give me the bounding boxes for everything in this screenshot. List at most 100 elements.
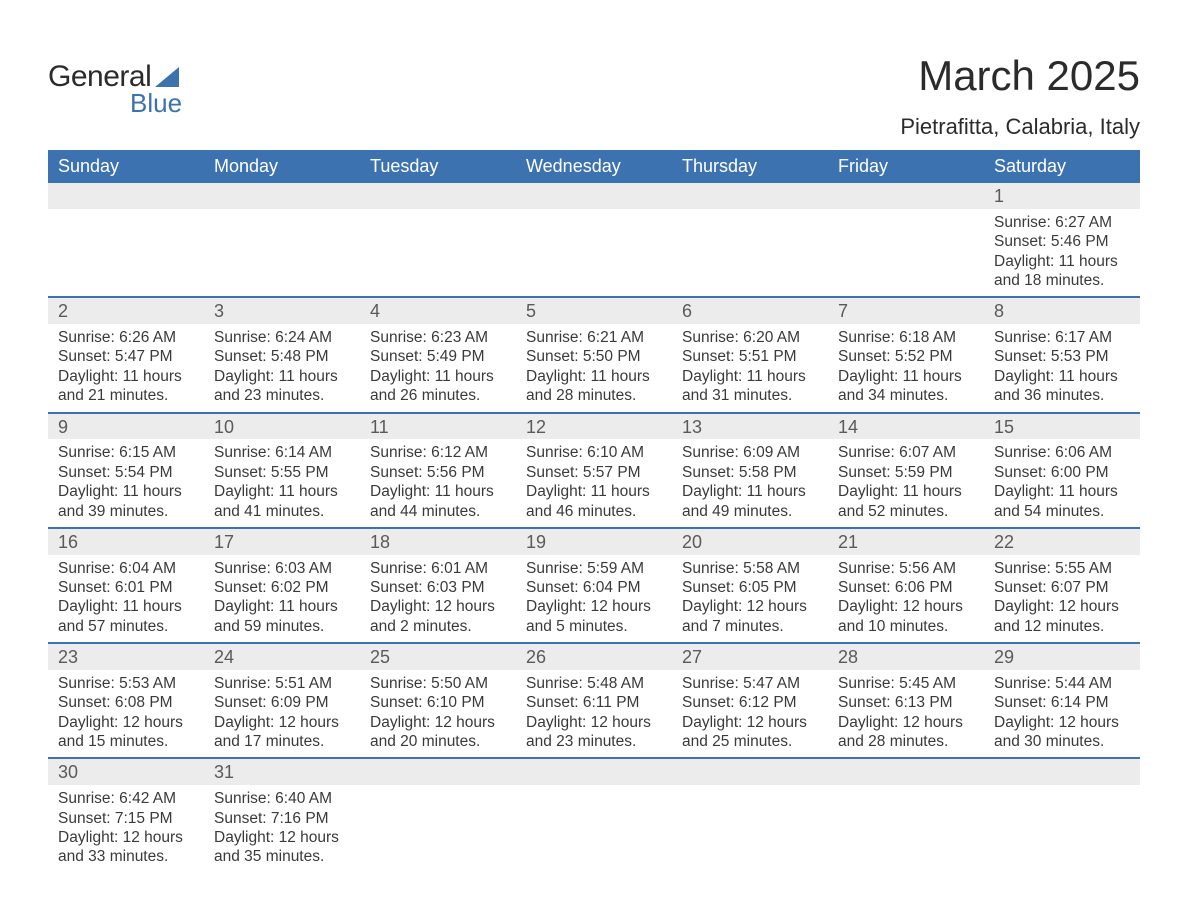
day-number: [360, 759, 516, 785]
day-details: Sunrise: 6:12 AMSunset: 5:56 PMDaylight:…: [360, 439, 516, 527]
calendar-cell: 12Sunrise: 6:10 AMSunset: 5:57 PMDayligh…: [516, 414, 672, 527]
sunrise-text: Sunrise: 5:59 AM: [526, 559, 662, 578]
calendar-cell: 21Sunrise: 5:56 AMSunset: 6:06 PMDayligh…: [828, 529, 984, 642]
day-number: 2: [48, 298, 204, 324]
sunset-text: Sunset: 6:11 PM: [526, 693, 662, 712]
sunset-text: Sunset: 6:10 PM: [370, 693, 506, 712]
daylight-text: Daylight: 12 hours and 15 minutes.: [58, 713, 194, 752]
sunrise-text: Sunrise: 6:23 AM: [370, 328, 506, 347]
calendar-cell: 20Sunrise: 5:58 AMSunset: 6:05 PMDayligh…: [672, 529, 828, 642]
sunset-text: Sunset: 6:06 PM: [838, 578, 974, 597]
calendar-cell: [516, 183, 672, 296]
calendar-cell: 5Sunrise: 6:21 AMSunset: 5:50 PMDaylight…: [516, 298, 672, 411]
day-number: 27: [672, 644, 828, 670]
sunset-text: Sunset: 5:54 PM: [58, 463, 194, 482]
title-month: March 2025: [900, 52, 1140, 100]
sunrise-text: Sunrise: 6:09 AM: [682, 443, 818, 462]
sunset-text: Sunset: 5:53 PM: [994, 347, 1130, 366]
day-details: Sunrise: 6:24 AMSunset: 5:48 PMDaylight:…: [204, 324, 360, 412]
calendar-cell: 29Sunrise: 5:44 AMSunset: 6:14 PMDayligh…: [984, 644, 1140, 757]
sunrise-text: Sunrise: 5:47 AM: [682, 674, 818, 693]
sunset-text: Sunset: 5:50 PM: [526, 347, 662, 366]
day-number: 3: [204, 298, 360, 324]
daylight-text: Daylight: 12 hours and 10 minutes.: [838, 597, 974, 636]
day-details: Sunrise: 6:18 AMSunset: 5:52 PMDaylight:…: [828, 324, 984, 412]
sunset-text: Sunset: 6:01 PM: [58, 578, 194, 597]
sunrise-text: Sunrise: 6:40 AM: [214, 789, 350, 808]
day-details: Sunrise: 5:48 AMSunset: 6:11 PMDaylight:…: [516, 670, 672, 758]
daylight-text: Daylight: 11 hours and 44 minutes.: [370, 482, 506, 521]
sunset-text: Sunset: 6:13 PM: [838, 693, 974, 712]
daylight-text: Daylight: 12 hours and 17 minutes.: [214, 713, 350, 752]
daylight-text: Daylight: 12 hours and 12 minutes.: [994, 597, 1130, 636]
day-details: Sunrise: 6:01 AMSunset: 6:03 PMDaylight:…: [360, 555, 516, 643]
calendar: Sunday Monday Tuesday Wednesday Thursday…: [48, 150, 1140, 873]
calendar-cell: [48, 183, 204, 296]
daylight-text: Daylight: 11 hours and 49 minutes.: [682, 482, 818, 521]
calendar-cell: [672, 759, 828, 872]
day-details: Sunrise: 5:53 AMSunset: 6:08 PMDaylight:…: [48, 670, 204, 758]
calendar-week: 30Sunrise: 6:42 AMSunset: 7:15 PMDayligh…: [48, 759, 1140, 872]
daylight-text: Daylight: 12 hours and 23 minutes.: [526, 713, 662, 752]
calendar-cell: 28Sunrise: 5:45 AMSunset: 6:13 PMDayligh…: [828, 644, 984, 757]
calendar-cell: 2Sunrise: 6:26 AMSunset: 5:47 PMDaylight…: [48, 298, 204, 411]
daylight-text: Daylight: 11 hours and 57 minutes.: [58, 597, 194, 636]
sunrise-text: Sunrise: 5:48 AM: [526, 674, 662, 693]
daylight-text: Daylight: 11 hours and 46 minutes.: [526, 482, 662, 521]
daylight-text: Daylight: 12 hours and 2 minutes.: [370, 597, 506, 636]
calendar-cell: [672, 183, 828, 296]
day-number: [516, 759, 672, 785]
day-details: Sunrise: 6:21 AMSunset: 5:50 PMDaylight:…: [516, 324, 672, 412]
sunrise-text: Sunrise: 6:17 AM: [994, 328, 1130, 347]
day-details: Sunrise: 6:42 AMSunset: 7:15 PMDaylight:…: [48, 785, 204, 873]
day-details: Sunrise: 6:40 AMSunset: 7:16 PMDaylight:…: [204, 785, 360, 873]
day-details: Sunrise: 5:47 AMSunset: 6:12 PMDaylight:…: [672, 670, 828, 758]
calendar-cell: 3Sunrise: 6:24 AMSunset: 5:48 PMDaylight…: [204, 298, 360, 411]
sunrise-text: Sunrise: 5:45 AM: [838, 674, 974, 693]
daylight-text: Daylight: 12 hours and 33 minutes.: [58, 828, 194, 867]
day-details: Sunrise: 6:04 AMSunset: 6:01 PMDaylight:…: [48, 555, 204, 643]
day-number: 20: [672, 529, 828, 555]
sunset-text: Sunset: 6:12 PM: [682, 693, 818, 712]
calendar-week: 16Sunrise: 6:04 AMSunset: 6:01 PMDayligh…: [48, 529, 1140, 644]
calendar-week: 23Sunrise: 5:53 AMSunset: 6:08 PMDayligh…: [48, 644, 1140, 759]
sunset-text: Sunset: 5:58 PM: [682, 463, 818, 482]
calendar-cell: 15Sunrise: 6:06 AMSunset: 6:00 PMDayligh…: [984, 414, 1140, 527]
calendar-cell: 7Sunrise: 6:18 AMSunset: 5:52 PMDaylight…: [828, 298, 984, 411]
calendar-weeks: 1Sunrise: 6:27 AMSunset: 5:46 PMDaylight…: [48, 183, 1140, 873]
day-details: Sunrise: 6:10 AMSunset: 5:57 PMDaylight:…: [516, 439, 672, 527]
sunrise-text: Sunrise: 6:14 AM: [214, 443, 350, 462]
day-details: Sunrise: 6:15 AMSunset: 5:54 PMDaylight:…: [48, 439, 204, 527]
sunset-text: Sunset: 6:00 PM: [994, 463, 1130, 482]
daylight-text: Daylight: 12 hours and 5 minutes.: [526, 597, 662, 636]
calendar-cell: [360, 759, 516, 872]
day-details: Sunrise: 6:07 AMSunset: 5:59 PMDaylight:…: [828, 439, 984, 527]
sunset-text: Sunset: 5:47 PM: [58, 347, 194, 366]
day-details: Sunrise: 5:59 AMSunset: 6:04 PMDaylight:…: [516, 555, 672, 643]
sunrise-text: Sunrise: 6:27 AM: [994, 213, 1130, 232]
day-number: 17: [204, 529, 360, 555]
calendar-cell: 4Sunrise: 6:23 AMSunset: 5:49 PMDaylight…: [360, 298, 516, 411]
daylight-text: Daylight: 11 hours and 54 minutes.: [994, 482, 1130, 521]
day-details: Sunrise: 6:20 AMSunset: 5:51 PMDaylight:…: [672, 324, 828, 412]
daylight-text: Daylight: 11 hours and 39 minutes.: [58, 482, 194, 521]
calendar-cell: 24Sunrise: 5:51 AMSunset: 6:09 PMDayligh…: [204, 644, 360, 757]
day-number: 28: [828, 644, 984, 670]
sunrise-text: Sunrise: 6:42 AM: [58, 789, 194, 808]
daylight-text: Daylight: 11 hours and 52 minutes.: [838, 482, 974, 521]
sunset-text: Sunset: 5:57 PM: [526, 463, 662, 482]
daylight-text: Daylight: 11 hours and 41 minutes.: [214, 482, 350, 521]
daylight-text: Daylight: 12 hours and 20 minutes.: [370, 713, 506, 752]
day-number: 24: [204, 644, 360, 670]
sunset-text: Sunset: 5:55 PM: [214, 463, 350, 482]
daylight-text: Daylight: 11 hours and 34 minutes.: [838, 367, 974, 406]
calendar-cell: 23Sunrise: 5:53 AMSunset: 6:08 PMDayligh…: [48, 644, 204, 757]
day-details: Sunrise: 6:06 AMSunset: 6:00 PMDaylight:…: [984, 439, 1140, 527]
day-details: Sunrise: 5:45 AMSunset: 6:13 PMDaylight:…: [828, 670, 984, 758]
sunrise-text: Sunrise: 6:06 AM: [994, 443, 1130, 462]
calendar-cell: 25Sunrise: 5:50 AMSunset: 6:10 PMDayligh…: [360, 644, 516, 757]
daylight-text: Daylight: 11 hours and 36 minutes.: [994, 367, 1130, 406]
sunset-text: Sunset: 6:08 PM: [58, 693, 194, 712]
calendar-week: 9Sunrise: 6:15 AMSunset: 5:54 PMDaylight…: [48, 414, 1140, 529]
sunset-text: Sunset: 5:46 PM: [994, 232, 1130, 251]
